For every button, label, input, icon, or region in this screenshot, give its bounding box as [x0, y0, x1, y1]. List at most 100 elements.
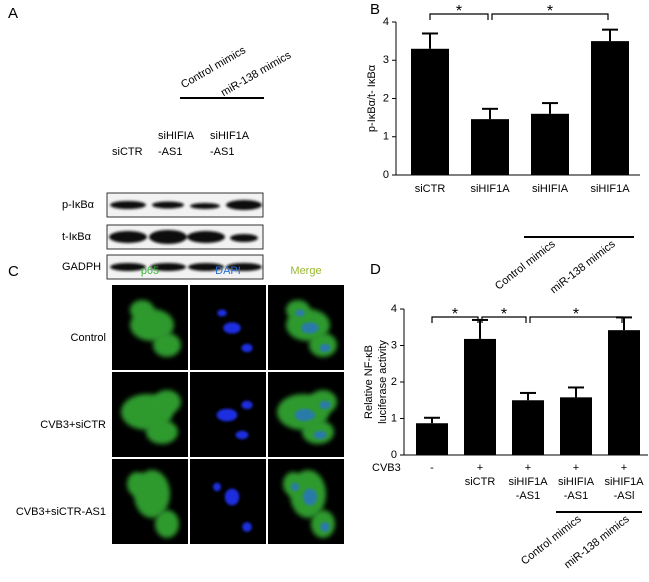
- nucleus: [319, 343, 331, 353]
- row-label: Control: [71, 332, 106, 344]
- nucleus: [291, 482, 299, 492]
- x-tick-label: siHIFIA: [558, 476, 595, 488]
- y-tick-label: 1: [391, 412, 397, 424]
- row-label: p-IκBα: [62, 199, 95, 211]
- cell: [155, 510, 179, 538]
- nucleus: [242, 522, 252, 532]
- significance-star: *: [456, 3, 462, 20]
- cell: [153, 333, 181, 357]
- treatment-label: +: [477, 462, 483, 474]
- nucleus: [235, 430, 249, 440]
- cell: [130, 300, 154, 320]
- significance-star: *: [547, 3, 553, 20]
- column-label: Merge: [290, 265, 321, 277]
- micrograph: [268, 372, 344, 457]
- x-tick-label: siHIF1A: [604, 476, 644, 488]
- treatment-label: +: [525, 462, 531, 474]
- x-tick-label: -AS1: [516, 490, 540, 502]
- nucleus: [295, 309, 305, 317]
- y-axis-label: luciferase activity: [377, 340, 389, 424]
- y-tick-label: 0: [391, 449, 397, 461]
- y-tick-label: 1: [383, 131, 389, 143]
- bar: [560, 397, 592, 455]
- micrograph: [190, 372, 266, 457]
- x-tick-label: -ASl: [614, 490, 635, 502]
- panel-label: C: [8, 263, 19, 280]
- y-tick-label: 2: [383, 92, 389, 104]
- micrograph: [190, 285, 266, 370]
- nucleus: [301, 322, 319, 334]
- nucleus: [302, 488, 318, 506]
- column-label: DAPI: [215, 265, 241, 277]
- y-tick-label: 3: [391, 339, 397, 351]
- significance-bracket: [429, 13, 489, 20]
- row-label: t-IκBα: [62, 231, 92, 243]
- bar: [512, 400, 544, 455]
- significance-bracket: [529, 316, 623, 323]
- micrograph: [112, 372, 188, 457]
- significance-bracket: [491, 13, 609, 20]
- significance-star: *: [501, 306, 507, 323]
- bar: [531, 113, 569, 175]
- nucleus: [224, 488, 240, 506]
- y-tick-label: 4: [383, 16, 389, 28]
- x-tick-label: -AS1: [564, 490, 588, 502]
- row-label: CVB3: [372, 462, 401, 474]
- significance-bracket: [481, 316, 527, 323]
- treatment-label: +: [573, 462, 579, 474]
- cell: [153, 390, 181, 414]
- x-tick-label: siHIFIA: [532, 183, 569, 195]
- treatment-label: +: [621, 462, 627, 474]
- mimic-label: miR-138 mimics: [548, 238, 618, 296]
- nucleus: [213, 482, 221, 492]
- micrograph: [112, 459, 188, 544]
- x-tick-label: siHIF1A: [590, 183, 630, 195]
- bar: [608, 330, 640, 455]
- x-tick-label: siCTR: [415, 183, 446, 195]
- lane-label: siHIF1A: [210, 130, 250, 142]
- lane-label: siCTR: [112, 146, 143, 158]
- micrograph: [112, 285, 188, 370]
- lane-label: -AS1: [210, 146, 234, 158]
- y-tick-label: 4: [391, 303, 397, 315]
- x-tick-label: siHIF1A: [470, 183, 510, 195]
- bar: [411, 48, 449, 175]
- lane-label: siHIFIA: [158, 130, 195, 142]
- bar: [471, 119, 509, 175]
- y-tick-label: 2: [391, 376, 397, 388]
- y-tick-label: 3: [383, 54, 389, 66]
- treatment-label: -: [430, 462, 434, 474]
- y-tick-label: 0: [383, 169, 389, 181]
- nucleus: [313, 430, 327, 440]
- column-label: p65: [141, 265, 159, 277]
- panel-label: D: [370, 261, 381, 278]
- bar: [416, 423, 448, 455]
- panel-label: B: [370, 1, 380, 18]
- significance-star: *: [573, 306, 579, 323]
- row-label: GADPH: [62, 261, 101, 273]
- x-tick-label: siHIF1A: [508, 476, 548, 488]
- nucleus: [294, 408, 316, 422]
- nucleus: [319, 400, 331, 410]
- bar: [591, 41, 629, 175]
- row-label: CVB3+siCTR-AS1: [16, 506, 106, 518]
- cell: [146, 420, 178, 444]
- bar: [464, 338, 496, 455]
- micrograph: [268, 285, 344, 370]
- panel-label: A: [8, 5, 18, 22]
- x-tick-label: siCTR: [465, 476, 496, 488]
- micrograph: [268, 459, 344, 544]
- y-axis-label: p-IκBα/t- IκBα: [366, 64, 378, 132]
- nucleus: [223, 322, 241, 334]
- bands: [109, 200, 262, 271]
- nucleus: [320, 522, 330, 532]
- significance-bracket: [431, 316, 479, 323]
- mimic-label: Control mimics: [493, 238, 558, 293]
- lane-label: -AS1: [158, 146, 182, 158]
- nucleus: [241, 343, 253, 353]
- cell: [127, 472, 147, 496]
- microscopy-panel: p65 DAPI Merge Control CVB3+siCTR CVB3+s…: [16, 265, 344, 544]
- y-axis-label: Relative NF-κB: [363, 345, 375, 419]
- nucleus: [241, 400, 253, 410]
